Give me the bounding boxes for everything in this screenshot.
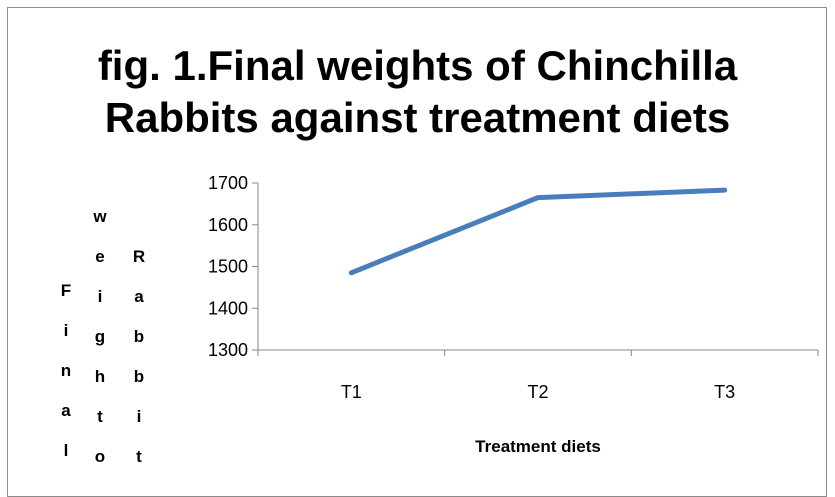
y-axis-title-letter: F: [61, 281, 71, 300]
y-axis-title-letter: i: [64, 321, 69, 340]
y-axis-title-letter: b: [134, 327, 144, 346]
y-tick-label: 1600: [208, 215, 248, 235]
y-axis-title-letter: g: [95, 327, 105, 346]
y-axis-title-letter: h: [95, 367, 105, 386]
y-tick-label: 1700: [208, 173, 248, 193]
x-tick-label: T3: [714, 382, 735, 402]
y-axis-title-letter: e: [95, 247, 104, 266]
y-axis-title: FinalweightoRabbits: [61, 207, 145, 483]
line-chart: 1300 1400 1500 1600 1700 T1 T2 T3 Fi n a l w e i g h t o…: [0, 0, 835, 483]
y-tick-label: 1300: [208, 340, 248, 360]
y-axis-title-letter: a: [134, 287, 144, 306]
y-axis-title-letter: R: [133, 247, 145, 266]
series-line: [351, 190, 724, 273]
y-tick-labels: 1300 1400 1500 1600 1700: [208, 173, 248, 360]
y-axis-title-letter: i: [98, 287, 103, 306]
y-axis-title-letter: l: [64, 441, 69, 460]
y-axis-title-letter: o: [95, 447, 105, 466]
y-tick-label: 1500: [208, 257, 248, 277]
chart-axes: [252, 183, 818, 356]
y-axis-title-letter: t: [97, 407, 103, 426]
y-axis-title-letter: t: [136, 447, 142, 466]
x-tick-labels: T1 T2 T3: [341, 382, 735, 402]
y-axis-title-letter: i: [137, 407, 142, 426]
y-axis-title-letter: w: [92, 207, 107, 226]
x-tick-label: T1: [341, 382, 362, 402]
y-tick-label: 1400: [208, 298, 248, 318]
y-axis-title-letter: b: [134, 367, 144, 386]
y-axis-title-letter: n: [61, 361, 71, 380]
chart-series: [351, 190, 725, 273]
x-axis-title: Treatment diets: [475, 437, 601, 456]
y-axis-title-letter: a: [61, 401, 71, 420]
x-tick-label: T2: [527, 382, 548, 402]
